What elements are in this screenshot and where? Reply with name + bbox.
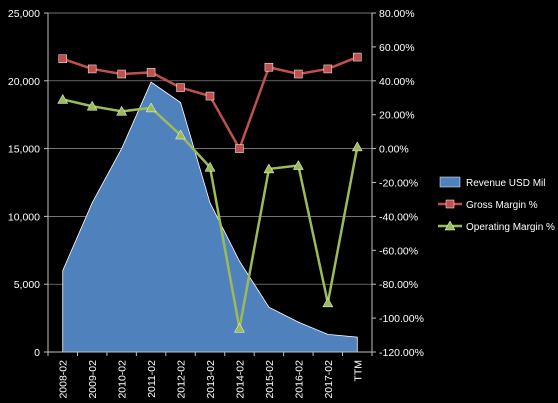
legend-marker-gross-margin [445, 199, 455, 209]
legend-swatch-revenue-usd-mil [439, 176, 461, 188]
operating-margin-point-3 [145, 102, 157, 113]
revenue-area [62, 81, 358, 353]
left-tick-label-0: 0 [34, 347, 40, 359]
gross-margin-point-1 [87, 64, 97, 74]
x-tick-label-8: 2016-02 [293, 360, 305, 399]
revenue-area-layer [62, 81, 358, 353]
operating-margin-point-5 [204, 161, 216, 172]
operating-margin-point-7 [263, 163, 275, 174]
gross-margin-point-8 [294, 69, 303, 79]
tick-labels-layer: 0 5,000 10,000 15,000 20,000 25,000 -120.00% -1… [8, 8, 424, 399]
x-tick-label-4: 2012-02 [176, 360, 188, 399]
legend-label-gross-margin: Gross Margin % [466, 200, 538, 211]
x-tick-label-5: 2013-02 [205, 360, 217, 399]
right-tick-label-4: -40.00% [379, 211, 418, 223]
legend: Revenue USD Mil Gross Margin % Operating M… [438, 176, 555, 233]
operating-margin-point-4 [175, 129, 186, 140]
legend-label-operating-margin: Operating Margin % [466, 222, 555, 233]
gross-margin-line [62, 55, 358, 150]
gross-margin-point-10 [353, 52, 362, 62]
operating-margin-point-8 [292, 160, 304, 170]
right-tick-label-3: -60.00% [379, 245, 418, 257]
axes [44, 12, 376, 356]
operating-margin-point-6 [234, 322, 245, 333]
x-tick-label-7: 2015-02 [264, 360, 276, 399]
left-tick-label-4: 20,000 [8, 76, 40, 88]
right-tick-label-10: 80.00% [379, 8, 415, 20]
right-tick-label-2: -80.00% [379, 279, 418, 291]
legend-marker-operating-margin [444, 220, 456, 231]
x-tick-label-1: 2009-02 [87, 360, 99, 399]
right-tick-label-0: -120.00% [379, 347, 424, 359]
gross-margin-point-2 [117, 69, 126, 79]
gross-margin-point-3 [146, 68, 156, 77]
right-tick-label-6: 0.00% [379, 144, 409, 156]
operating-margin-point-0 [57, 93, 69, 104]
gross-margin-point-5 [205, 91, 215, 101]
x-tick-label-9: 2017-02 [323, 360, 335, 399]
operating-margin-point-9 [322, 297, 334, 308]
left-tick-label-3: 15,000 [8, 144, 40, 156]
right-tick-label-5: -20.00% [379, 178, 418, 190]
gross-margin-point-7 [264, 62, 274, 72]
x-tick-label-2: 2010-02 [117, 360, 129, 399]
operating-margin-point-10 [351, 141, 363, 152]
gross-margin-point-0 [58, 54, 67, 64]
markers-layer [57, 52, 363, 333]
right-tick-label-7: 20.00% [379, 110, 415, 122]
left-tick-label-2: 10,000 [8, 211, 40, 223]
x-tick-label-3: 2011-02 [146, 360, 158, 398]
legend-label-revenue-usd-mil: Revenue USD Mil [466, 178, 545, 189]
gross-margin-point-6 [235, 144, 244, 153]
gross-margin-point-9 [323, 64, 333, 74]
right-tick-label-9: 60.00% [379, 42, 415, 54]
operating-margin-point-1 [86, 100, 98, 111]
right-tick-label-1: -100.00% [379, 313, 424, 325]
x-tick-label-10: TTM [352, 360, 364, 382]
left-tick-label-5: 25,000 [8, 8, 40, 20]
right-tick-label-8: 40.00% [379, 76, 415, 88]
operating-margin-point-2 [116, 105, 128, 116]
x-tick-label-0: 2008-02 [58, 360, 70, 399]
x-tick-label-6: 2014-02 [234, 360, 246, 399]
gross-margin-point-4 [176, 83, 185, 92]
left-tick-label-1: 5,000 [14, 279, 40, 291]
